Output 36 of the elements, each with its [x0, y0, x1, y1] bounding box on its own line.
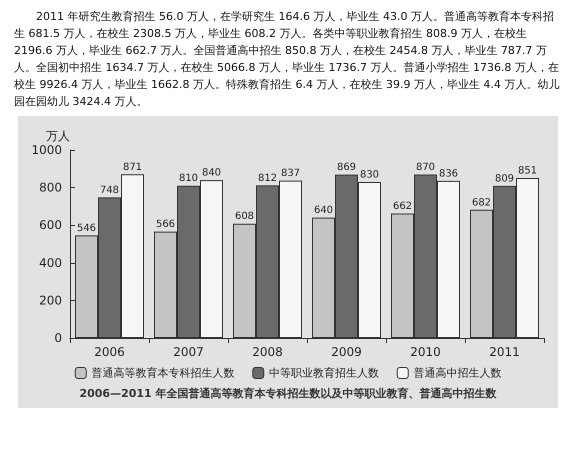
y-tick-label: 1000	[31, 143, 62, 157]
data-label: 682	[472, 197, 492, 208]
y-tick-label: 400	[39, 256, 62, 270]
data-label: 837	[280, 168, 300, 180]
x-tick-label: 2010	[410, 345, 441, 359]
y-tick-label: 800	[39, 180, 62, 195]
data-label: 662	[392, 201, 412, 212]
x-tick-label: 2007	[173, 345, 204, 359]
x-tick-label: 2006	[94, 345, 125, 359]
y-tick-label: 600	[39, 218, 62, 232]
data-label: 812	[258, 172, 278, 184]
x-tick-label: 2008	[252, 345, 283, 359]
data-label: 810	[178, 173, 198, 184]
text: 2011 年研究生教育招生 56.0 万人，在学研究生 164.6 万人，毕业生 43.0 万人。普通高等教育本专科招生 681.5 万人，在校生 2308.5 万人，毕业生 608.2 万人。各类中等职业教育招生 808.9 万人，在校生 2196.6 万人，毕业生 662.7 万人。全国普通高中招生 850.8 万人，在校生 2454.8 万人，毕业生 787.7 万人。全国初中招生 1634.7 万人，在校生 5066.8 万人，毕业生 1736.7 万人。普通小学招生 1736.8 万人，在校生 9926.4 万人，毕业生 1662.8 万人。特殊教育招生 6.4 万人，在校生 39.9 万人，毕业生 4.4 万人。幼儿园在园幼儿 3424.4 万人。	[13, 9, 560, 110]
y-axis-title: 万人	[46, 129, 70, 143]
data-label: 836	[438, 168, 458, 180]
x-tick-label: 2011	[489, 345, 520, 359]
data-label: 870	[416, 162, 436, 173]
data-label: 608	[234, 211, 254, 222]
text: 2006—2011 年全国普通高等教育本专科招生数以及中等职业教育、普通高中招生数	[79, 387, 498, 400]
data-label: 748	[100, 184, 120, 196]
data-label: 566	[156, 219, 176, 230]
y-tick-label: 0	[54, 331, 62, 345]
data-label: 871	[122, 162, 142, 173]
y-tick-label: 200	[39, 293, 62, 308]
data-label: 869	[336, 162, 356, 174]
data-label: 640	[314, 205, 334, 216]
data-label: 830	[360, 169, 380, 180]
data-label: 851	[518, 166, 538, 177]
data-label: 840	[202, 168, 222, 179]
legend-label: 普通高中招生人数	[413, 366, 502, 380]
data-label: 809	[494, 173, 514, 184]
legend-label: 普通高等教育本专科招生人数	[91, 366, 234, 380]
legend-label: 中等职业教育招生人数	[268, 366, 379, 380]
data-label: 546	[76, 222, 96, 234]
x-tick-label: 2009	[331, 345, 362, 359]
